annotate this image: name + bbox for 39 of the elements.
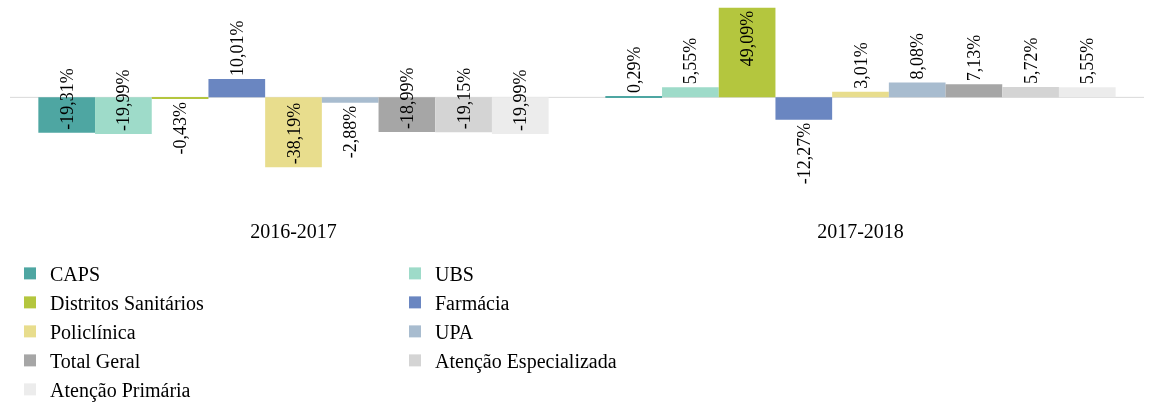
data-label: 3,01%: [850, 42, 871, 89]
bar: [1058, 87, 1116, 98]
legend-label: Distritos Sanitários: [50, 292, 205, 315]
legend-label: Policlínica: [50, 321, 136, 344]
legend-label: Atenção Especializada: [435, 350, 617, 374]
data-label: 5,55%: [1077, 37, 1098, 85]
x-tick-label: 2016-2017: [250, 220, 337, 242]
data-label: 49,09%: [737, 10, 758, 67]
bar: [265, 97, 322, 168]
legend-label: Total Geral: [50, 350, 141, 373]
bar: [832, 91, 889, 98]
data-label: 10,01%: [226, 20, 247, 77]
legend-label: Atenção Primária: [50, 379, 191, 403]
bar: [775, 97, 833, 120]
data-label: 8,08%: [907, 33, 928, 80]
data-label: -38,19%: [283, 102, 304, 165]
data-label: 5,72%: [1020, 37, 1041, 84]
bar: [945, 84, 1003, 98]
bar: [718, 7, 776, 98]
data-label: 7,13%: [963, 34, 984, 82]
data-label: -19,15%: [453, 67, 474, 130]
bar: [321, 97, 379, 103]
x-tick-label: 2017-2018: [817, 220, 904, 242]
legend-label: UPA: [435, 321, 474, 344]
bar: [662, 87, 719, 98]
data-label: -18,99%: [396, 67, 417, 130]
bar: [208, 79, 266, 98]
data-label: 5,55%: [680, 37, 701, 85]
data-label: -0,43%: [170, 102, 191, 155]
legend-label: CAPS: [50, 263, 101, 286]
bar: [888, 82, 946, 98]
data-label: -19,31%: [56, 68, 77, 130]
data-label: 0,29%: [623, 46, 644, 93]
legend-label: Farmácia: [435, 292, 510, 315]
legend-label: UBS: [435, 263, 474, 286]
data-label: -12,27%: [793, 122, 814, 185]
data-label: -19,99%: [113, 69, 134, 131]
data-label: -2,88%: [340, 105, 361, 159]
data-label: -19,99%: [510, 69, 531, 131]
